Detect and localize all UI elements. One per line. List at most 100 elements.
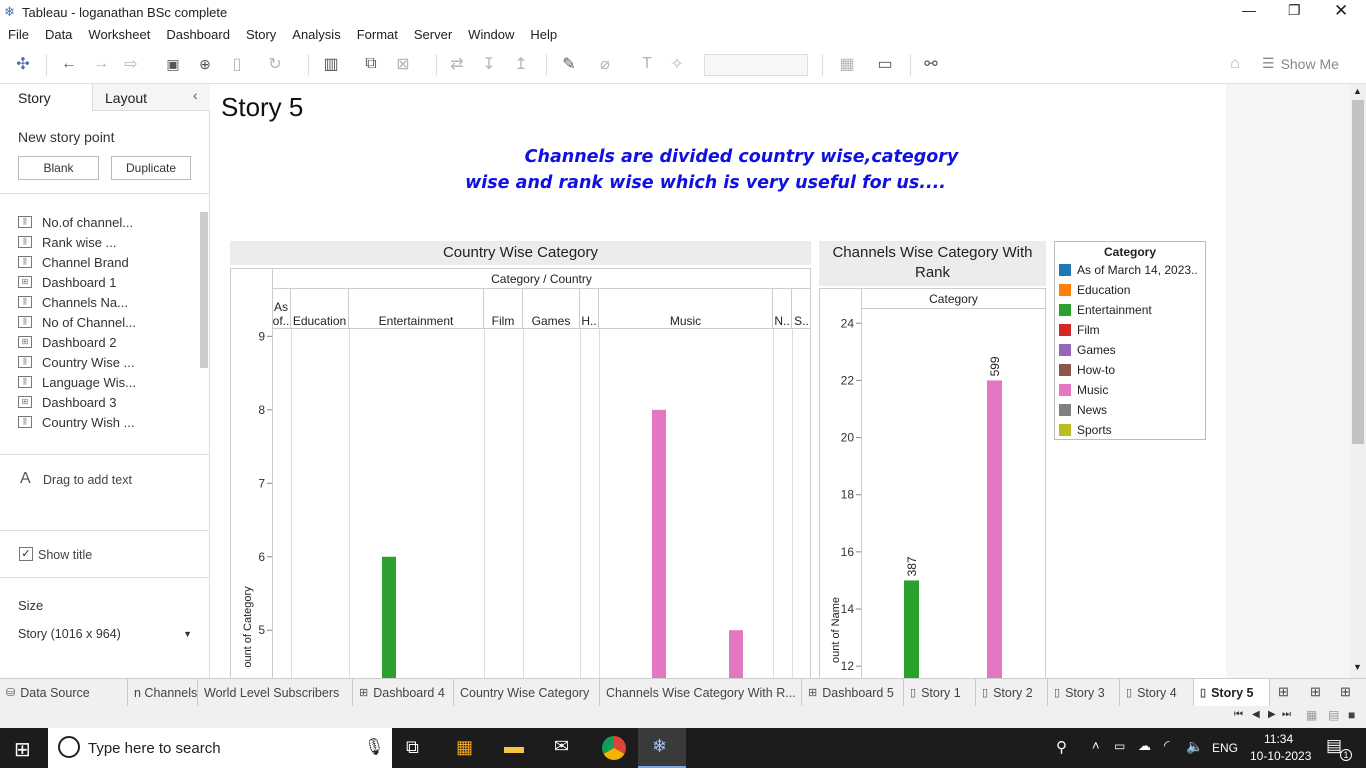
chart1-column-header[interactable]: As of..: [272, 289, 291, 329]
grid-view-icon[interactable]: ▦: [1306, 708, 1318, 722]
highlight-icon[interactable]: ✎: [562, 56, 576, 73]
redo-icon[interactable]: →: [93, 55, 109, 72]
mail-icon[interactable]: ✉: [554, 736, 570, 756]
tableau-taskbar-icon[interactable]: ❄: [638, 728, 686, 768]
sheet-tab[interactable]: ▯ Story 3: [1048, 679, 1120, 706]
fit-dropdown[interactable]: [704, 54, 808, 76]
filmstrip-icon[interactable]: ▤: [1328, 708, 1340, 722]
sheet-tab[interactable]: World Level Subscribers: [198, 679, 353, 706]
tray-chevron-icon[interactable]: ˄: [1092, 738, 1100, 753]
sort-descending-icon[interactable]: ↥: [514, 56, 528, 73]
sheet-item[interactable]: ⫼ Rank wise ...: [0, 232, 200, 252]
blank-button[interactable]: Blank: [18, 156, 99, 180]
pin-icon[interactable]: ✧: [670, 56, 684, 73]
sheet-item[interactable]: ⫼ No.of channel...: [0, 212, 200, 232]
size-dropdown[interactable]: Story (1016 x 964) ▼: [18, 627, 194, 647]
label-icon[interactable]: T: [642, 55, 652, 72]
legend-item[interactable]: Sports: [1059, 420, 1112, 440]
chart1-column-header[interactable]: Music: [599, 289, 773, 329]
tabs-view-icon[interactable]: ■: [1348, 708, 1356, 722]
sheet-item[interactable]: ⫼ Channels Na...: [0, 292, 200, 312]
menu-worksheet[interactable]: Worksheet: [88, 26, 151, 42]
restore-button[interactable]: ❐: [1288, 2, 1301, 18]
format-painter-icon[interactable]: ⌂: [1230, 55, 1240, 72]
people-icon[interactable]: ⚲: [1056, 739, 1067, 756]
menu-story[interactable]: Story: [245, 26, 277, 42]
sheet-item[interactable]: ⫼ Channel Brand: [0, 252, 200, 272]
canvas-scrollbar[interactable]: ▲ ▼: [1350, 84, 1366, 678]
wifi-icon[interactable]: ◜: [1164, 737, 1170, 753]
clock-time[interactable]: 11:34: [1264, 732, 1294, 746]
new-worksheet-tab-icon[interactable]: ⊞: [1278, 684, 1289, 699]
group-icon[interactable]: ⌀: [600, 56, 610, 73]
show-me-button[interactable]: ☰ Show Me: [1262, 55, 1339, 72]
sheet-tab[interactable]: Channels Wise Category With R...: [600, 679, 802, 706]
share-icon[interactable]: ⚯: [924, 56, 938, 73]
tab-layout[interactable]: Layout ‹: [92, 84, 210, 111]
clock-date[interactable]: 10-10-2023: [1250, 749, 1312, 763]
presentation-mode-icon[interactable]: ▭: [877, 56, 893, 73]
menu-server[interactable]: Server: [413, 26, 453, 42]
menu-data[interactable]: Data: [44, 26, 73, 42]
new-worksheet-icon[interactable]: ▥: [323, 56, 339, 73]
chart2-bar[interactable]: [904, 580, 919, 678]
microphone-icon[interactable]: 🎙: [364, 739, 385, 756]
sheet-item[interactable]: ⊞ Dashboard 2: [0, 332, 200, 352]
tableau-home-icon[interactable]: ✣: [16, 56, 30, 73]
legend-item[interactable]: How-to: [1059, 360, 1115, 380]
legend-item[interactable]: As of March 14, 2023..: [1059, 260, 1198, 280]
onedrive-icon[interactable]: ☁: [1138, 738, 1151, 753]
scroll-thumb[interactable]: [1352, 100, 1364, 444]
minimize-button[interactable]: —: [1242, 2, 1256, 18]
replay-icon[interactable]: ⇨: [124, 56, 138, 73]
menu-help[interactable]: Help: [530, 26, 558, 42]
sheet-tab[interactable]: ⊞ Dashboard 4: [353, 679, 454, 706]
new-datasource-icon[interactable]: ⊕: [199, 55, 211, 72]
sheet-item[interactable]: ⊞ Dashboard 3: [0, 392, 200, 412]
new-dashboard-tab-icon[interactable]: ⊞: [1310, 684, 1321, 699]
duplicate-sheet-icon[interactable]: ⧉: [365, 55, 377, 72]
chart1-column-header[interactable]: Games: [523, 289, 580, 329]
notification-icon[interactable]: ▤: [1326, 736, 1343, 755]
sheet-item[interactable]: ⫼ Country Wise ...: [0, 352, 200, 372]
scroll-up-icon[interactable]: ▲: [1353, 86, 1362, 96]
sheet-tab[interactable]: ▯ Story 1: [904, 679, 976, 706]
legend-item[interactable]: Music: [1059, 380, 1108, 400]
sheet-tab[interactable]: n Channels: [128, 679, 198, 706]
show-title-checkbox[interactable]: ✓: [19, 547, 33, 561]
pause-updates-icon[interactable]: ▯: [232, 56, 242, 73]
chart1-bar[interactable]: [382, 556, 396, 678]
store-icon[interactable]: ▦: [456, 737, 474, 757]
sheet-tab[interactable]: ▯ Story 2: [976, 679, 1048, 706]
menu-format[interactable]: Format: [356, 26, 398, 42]
swap-icon[interactable]: ⇄: [450, 56, 464, 73]
show-cards-icon[interactable]: ▦: [839, 56, 855, 73]
undo-icon[interactable]: ←: [61, 55, 77, 72]
duplicate-button[interactable]: Duplicate: [111, 156, 191, 180]
menu-analysis[interactable]: Analysis: [292, 26, 341, 42]
menu-dashboard[interactable]: Dashboard: [166, 26, 230, 42]
chart2-bar[interactable]: [987, 380, 1002, 678]
chart1-column-header[interactable]: Education: [291, 289, 349, 329]
clear-sheet-icon[interactable]: ⊠: [396, 56, 410, 73]
collapse-pane-icon[interactable]: ‹: [193, 87, 198, 103]
legend-item[interactable]: Film: [1059, 320, 1100, 340]
drag-to-add-text[interactable]: Drag to add text: [43, 473, 132, 487]
sheet-item[interactable]: ⫼ No of Channel...: [0, 312, 200, 332]
last-tab-icon[interactable]: ⏭: [1282, 709, 1291, 720]
sheet-item[interactable]: ⫼ Country Wish ...: [0, 412, 200, 432]
volume-icon[interactable]: 🔈: [1186, 738, 1204, 754]
chart1-bar[interactable]: [652, 409, 666, 678]
refresh-icon[interactable]: ↻: [268, 56, 282, 73]
legend-item[interactable]: Education: [1059, 280, 1130, 300]
sort-ascending-icon[interactable]: ↧: [482, 56, 496, 73]
legend-item[interactable]: Entertainment: [1059, 300, 1152, 320]
sheet-tab[interactable]: ▯ Story 5: [1194, 679, 1270, 706]
sheet-tab[interactable]: ▯ Story 4: [1120, 679, 1194, 706]
task-view-icon[interactable]: ⧉: [406, 737, 419, 757]
menu-window[interactable]: Window: [468, 26, 515, 42]
chart1-column-header[interactable]: Film: [484, 289, 523, 329]
close-button[interactable]: ✕: [1334, 1, 1349, 20]
tab-story[interactable]: Story: [0, 84, 92, 111]
chart1-column-header[interactable]: S..: [792, 289, 811, 329]
